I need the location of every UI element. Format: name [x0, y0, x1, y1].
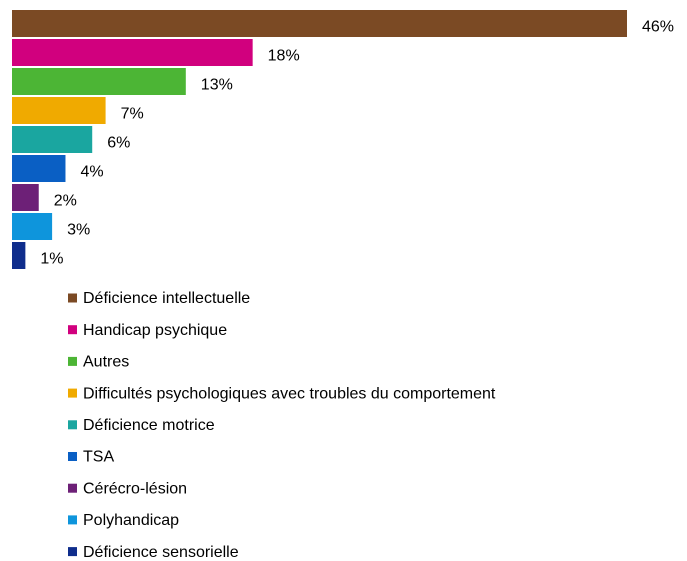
legend-swatch	[68, 356, 77, 366]
legend-label: Autres	[83, 354, 129, 371]
legend-label: Handicap psychique	[83, 322, 227, 339]
legend-label: TSA	[83, 449, 114, 466]
bar	[12, 213, 53, 240]
value-label: 2%	[54, 193, 77, 210]
value-label: 3%	[67, 222, 90, 239]
bar	[12, 242, 26, 269]
legend-swatch	[68, 325, 77, 335]
bar	[12, 68, 186, 95]
value-label: 18%	[268, 48, 300, 65]
value-label: 7%	[121, 106, 144, 123]
bar	[12, 10, 627, 37]
legend-swatch	[68, 547, 77, 557]
value-label: 13%	[201, 77, 233, 94]
value-label: 46%	[642, 19, 674, 36]
value-label: 1%	[40, 251, 63, 268]
bar	[12, 184, 39, 211]
bar	[12, 97, 106, 124]
legend-swatch	[68, 293, 77, 303]
legend-label: Déficience intellectuelle	[83, 290, 250, 307]
bar	[12, 126, 93, 153]
legend-swatch	[68, 452, 77, 461]
legend-label: Polyhandicap	[83, 512, 179, 529]
bar	[12, 155, 66, 182]
legend-swatch	[68, 483, 77, 493]
bar	[12, 39, 253, 66]
legend-swatch	[68, 515, 77, 525]
legend-swatch	[68, 388, 77, 398]
legend-label: Déficience motrice	[83, 417, 215, 434]
value-label: 4%	[80, 164, 103, 181]
legend-label: Cérécro-lésion	[83, 480, 187, 497]
value-label: 6%	[107, 135, 130, 152]
legend-swatch	[68, 420, 77, 430]
legend-label: Déficience sensorielle	[83, 544, 239, 561]
legend-label: Difficultés psychologiques avec troubles…	[83, 385, 496, 402]
